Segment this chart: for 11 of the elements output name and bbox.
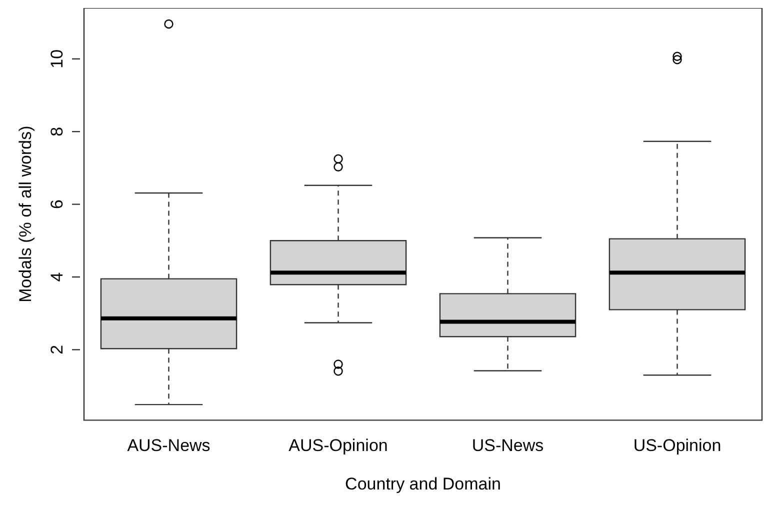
x-tick-label: AUS-Opinion xyxy=(288,436,388,456)
y-tick-label: 8 xyxy=(48,126,67,136)
y-tick-label: 2 xyxy=(48,344,67,354)
x-tick-label: AUS-News xyxy=(127,436,210,456)
y-tick-label: 10 xyxy=(48,49,67,68)
y-tick-label: 4 xyxy=(48,272,67,282)
x-tick-label: US-News xyxy=(472,436,544,456)
y-axis-title: Modals (% of all words) xyxy=(16,126,35,302)
y-tick-label: 6 xyxy=(48,200,67,210)
x-axis-title: Country and Domain xyxy=(345,474,501,494)
x-tick-label: US-Opinion xyxy=(633,436,722,456)
